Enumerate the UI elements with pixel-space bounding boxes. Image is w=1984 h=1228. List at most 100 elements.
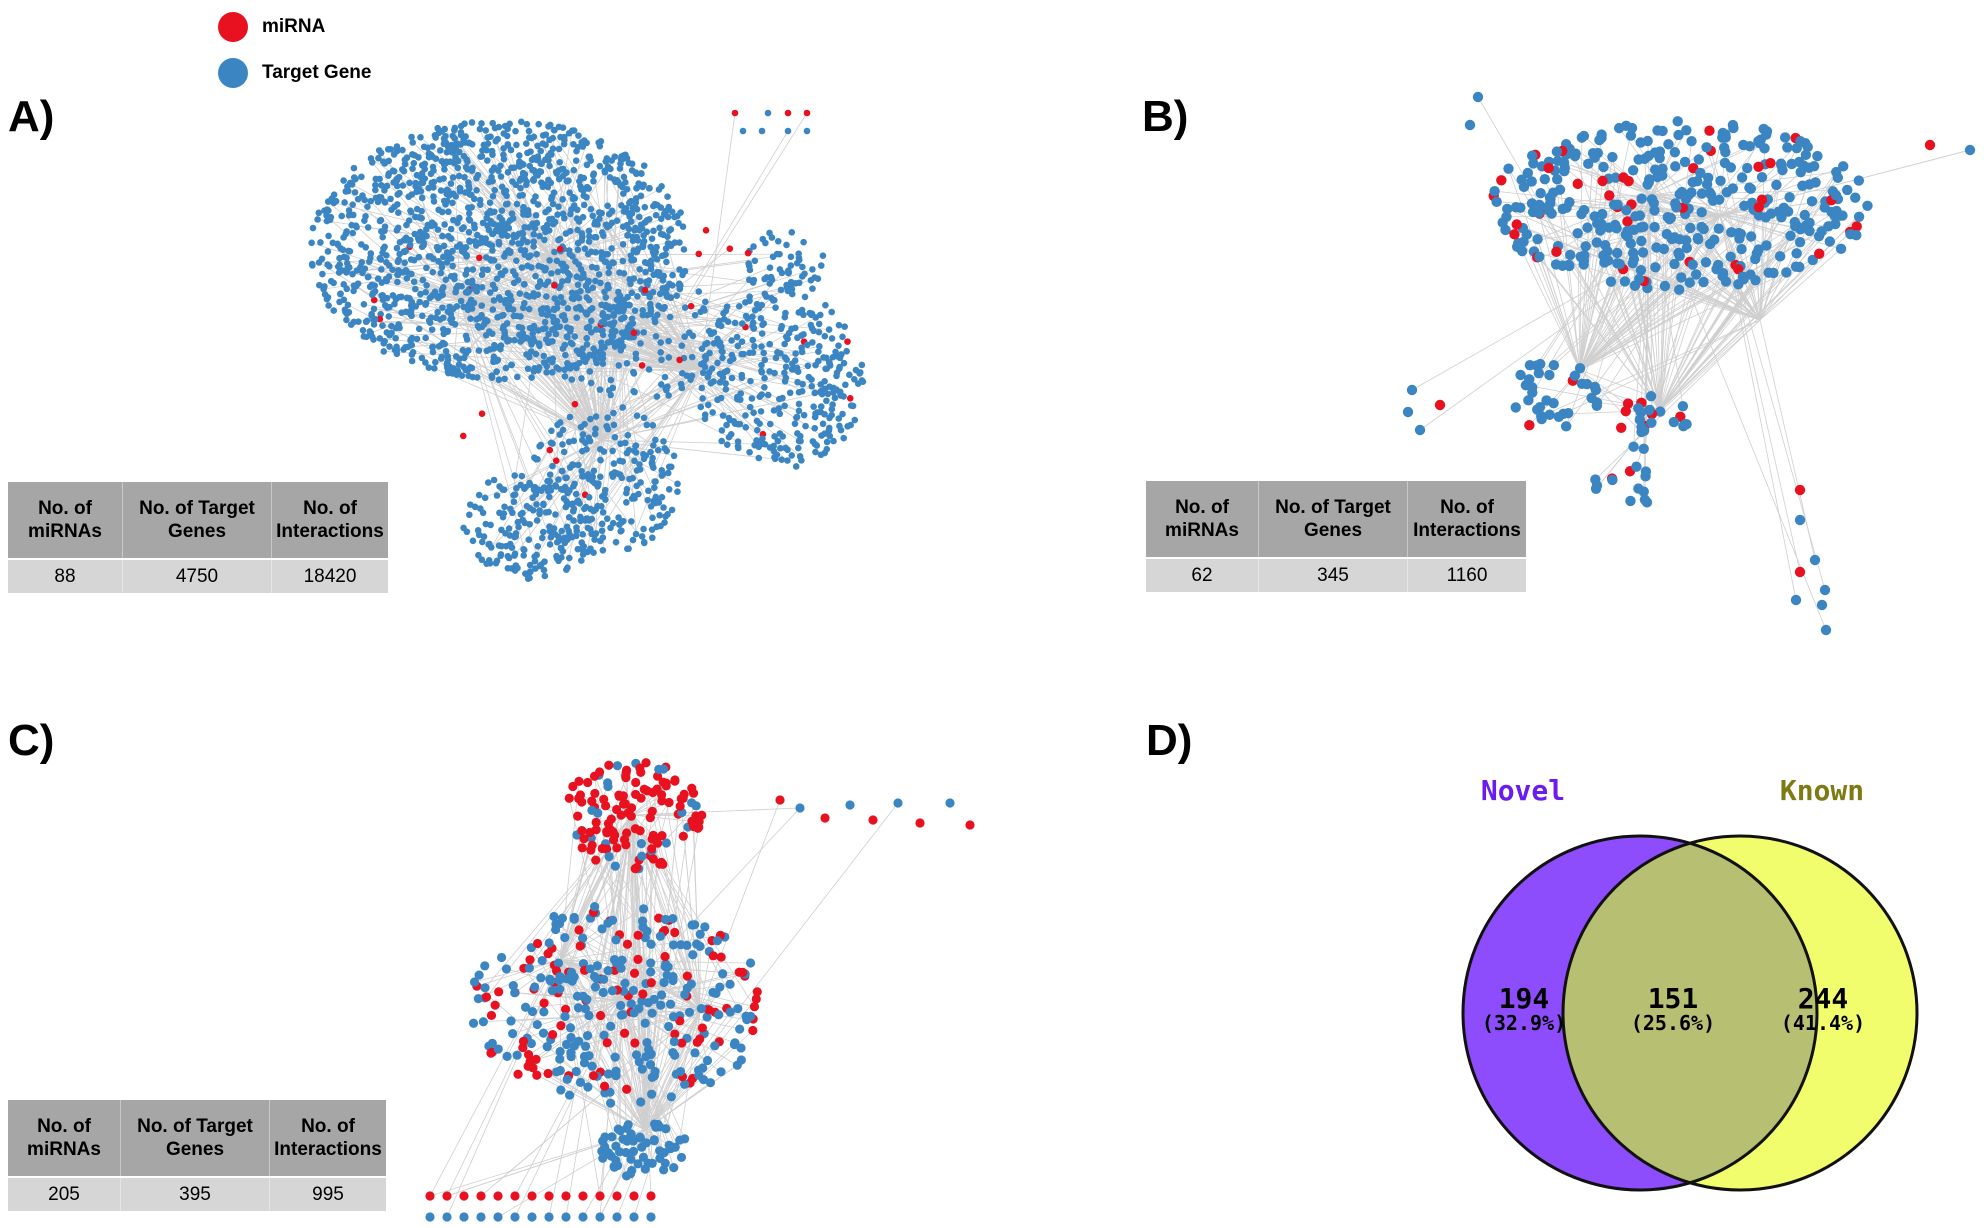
mirna-node xyxy=(744,249,752,257)
edge xyxy=(699,328,782,371)
mirna-node xyxy=(568,781,578,792)
gene-node xyxy=(567,339,575,347)
gene-node xyxy=(608,157,615,164)
gene-node xyxy=(751,343,758,350)
gene-node xyxy=(410,159,418,167)
gene-node xyxy=(592,356,600,364)
edge xyxy=(602,992,646,1131)
gene-node xyxy=(393,175,400,183)
gene-node xyxy=(1553,411,1565,423)
gene-node xyxy=(555,1054,565,1064)
gene-node xyxy=(535,340,543,347)
gene-node xyxy=(491,186,499,194)
gene-node xyxy=(388,322,395,330)
gene-node xyxy=(478,302,486,309)
gene-node xyxy=(657,204,665,211)
gene-node xyxy=(566,413,574,421)
edge xyxy=(570,999,621,1057)
gene-node xyxy=(318,255,326,263)
gene-node xyxy=(578,139,585,146)
edge xyxy=(1595,319,1761,480)
gene-node xyxy=(1829,210,1840,221)
edge xyxy=(1579,247,1688,371)
gene-node xyxy=(360,300,368,308)
gene-node xyxy=(615,514,622,521)
gene-node xyxy=(418,179,425,187)
gene-node xyxy=(585,434,593,442)
gene-node xyxy=(669,1037,679,1047)
mirna-node xyxy=(641,286,649,294)
gene-node xyxy=(542,131,550,138)
gene-node xyxy=(768,294,775,302)
gene-node xyxy=(450,216,457,224)
gene-node xyxy=(800,238,807,246)
gene-node xyxy=(751,257,759,265)
edge xyxy=(559,856,610,961)
gene-node xyxy=(562,1074,572,1084)
gene-node xyxy=(631,495,638,502)
gene-node xyxy=(365,273,372,281)
gene-node xyxy=(1534,401,1546,413)
gene-node xyxy=(561,373,569,380)
gene-node xyxy=(1610,172,1621,183)
gene-node xyxy=(343,228,350,235)
gene-node xyxy=(840,393,847,400)
gene-node xyxy=(563,169,570,176)
gene-node xyxy=(555,145,563,153)
gene-node xyxy=(598,344,606,352)
gene-node xyxy=(738,320,746,327)
gene-node xyxy=(459,346,467,354)
gene-node xyxy=(330,307,338,314)
gene-node xyxy=(513,200,521,208)
gene-node xyxy=(641,1138,651,1148)
gene-node xyxy=(416,298,423,306)
gene-node xyxy=(645,487,652,495)
gene-node xyxy=(764,391,772,399)
gene-node xyxy=(591,536,598,543)
gene-node xyxy=(364,203,371,211)
gene-node xyxy=(1546,208,1557,219)
gene-node xyxy=(1524,374,1535,385)
gene-node xyxy=(385,170,393,177)
mirna-node xyxy=(1434,399,1446,411)
gene-node xyxy=(400,237,408,244)
gene-node xyxy=(559,426,567,434)
gene-node xyxy=(1816,599,1828,611)
gene-node xyxy=(805,373,813,381)
edge xyxy=(681,812,701,1011)
mirna-node xyxy=(527,1191,537,1201)
legend-item-mirna: miRNA xyxy=(218,4,371,50)
gene-node xyxy=(821,332,829,340)
gene-node xyxy=(599,331,607,339)
gene-node xyxy=(453,284,460,292)
gene-node xyxy=(619,307,627,315)
gene-node xyxy=(442,347,450,355)
gene-node xyxy=(640,525,647,533)
value-mirnas: 88 xyxy=(8,558,123,593)
gene-node xyxy=(570,127,578,134)
mirna-node xyxy=(560,1004,571,1014)
gene-node xyxy=(1774,251,1786,262)
gene-node xyxy=(1646,417,1657,428)
gene-node xyxy=(511,550,519,557)
gene-node xyxy=(573,527,581,535)
gene-node xyxy=(1526,382,1538,393)
gene-node xyxy=(750,243,757,250)
gene-node xyxy=(817,451,825,459)
gene-node xyxy=(380,340,388,347)
gene-node xyxy=(489,151,496,158)
edge xyxy=(543,329,621,504)
gene-node xyxy=(783,356,790,364)
gene-node xyxy=(381,187,388,194)
gene-node xyxy=(452,193,460,200)
edge xyxy=(1541,319,1761,417)
gene-node xyxy=(595,1212,605,1222)
gene-node xyxy=(574,246,582,254)
gene-node xyxy=(350,282,358,289)
gene-node xyxy=(1685,222,1696,234)
gene-node xyxy=(1679,156,1691,168)
gene-node xyxy=(435,258,442,265)
value-interactions: 995 xyxy=(269,1176,386,1211)
gene-node xyxy=(680,246,688,253)
gene-node xyxy=(1807,254,1818,266)
